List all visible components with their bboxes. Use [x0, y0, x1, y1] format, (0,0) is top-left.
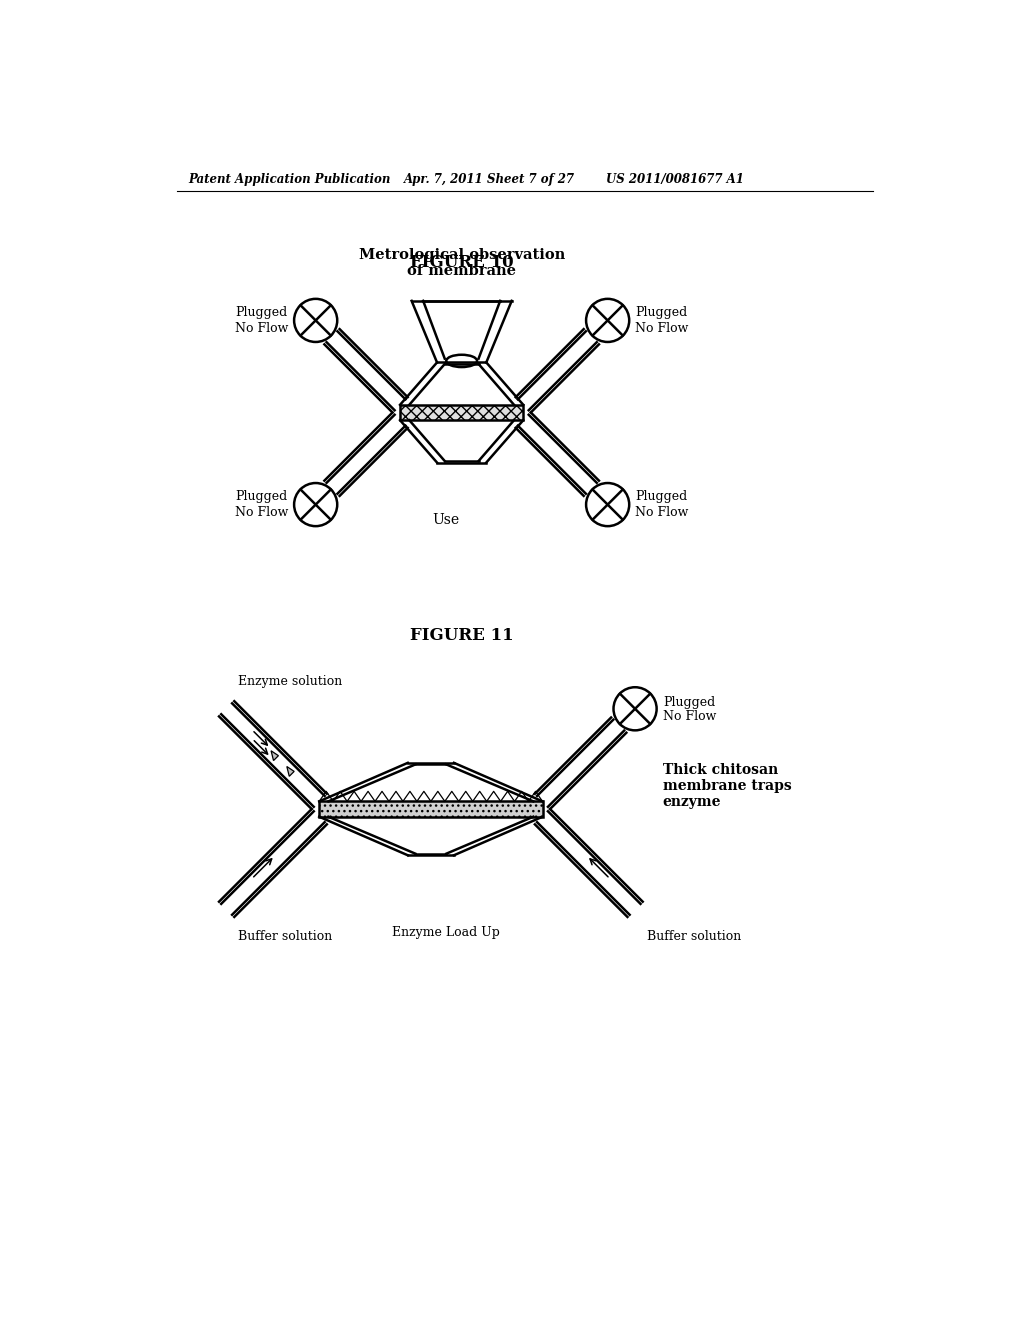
Text: Buffer solution: Buffer solution — [239, 929, 333, 942]
Bar — [319, 801, 543, 817]
Text: No Flow: No Flow — [234, 322, 288, 334]
Text: Use: Use — [433, 513, 460, 527]
Text: Plugged: Plugged — [236, 306, 288, 319]
Text: Thick chitosan
membrane traps
enzyme: Thick chitosan membrane traps enzyme — [663, 763, 792, 809]
Text: US 2011/0081677 A1: US 2011/0081677 A1 — [606, 173, 744, 186]
Bar — [400, 405, 523, 420]
Text: FIGURE 11: FIGURE 11 — [410, 627, 513, 644]
Text: Metrological observation
of membrane: Metrological observation of membrane — [358, 248, 565, 277]
Text: Sheet 7 of 27: Sheet 7 of 27 — [487, 173, 574, 186]
Text: Plugged: Plugged — [663, 696, 715, 709]
Text: Plugged: Plugged — [635, 306, 688, 319]
Text: Buffer solution: Buffer solution — [646, 929, 741, 942]
Text: No Flow: No Flow — [635, 506, 689, 519]
Polygon shape — [271, 751, 279, 760]
Polygon shape — [287, 767, 294, 776]
Text: Plugged: Plugged — [635, 491, 688, 503]
Text: No Flow: No Flow — [663, 710, 716, 723]
Text: No Flow: No Flow — [635, 322, 689, 334]
Text: Plugged: Plugged — [236, 491, 288, 503]
Text: Enzyme Load Up: Enzyme Load Up — [392, 925, 500, 939]
Text: Enzyme solution: Enzyme solution — [239, 676, 342, 688]
Text: Apr. 7, 2011: Apr. 7, 2011 — [403, 173, 483, 186]
Text: No Flow: No Flow — [234, 506, 288, 519]
Text: Patent Application Publication: Patent Application Publication — [188, 173, 391, 186]
Text: FIGURE 10: FIGURE 10 — [410, 253, 513, 271]
